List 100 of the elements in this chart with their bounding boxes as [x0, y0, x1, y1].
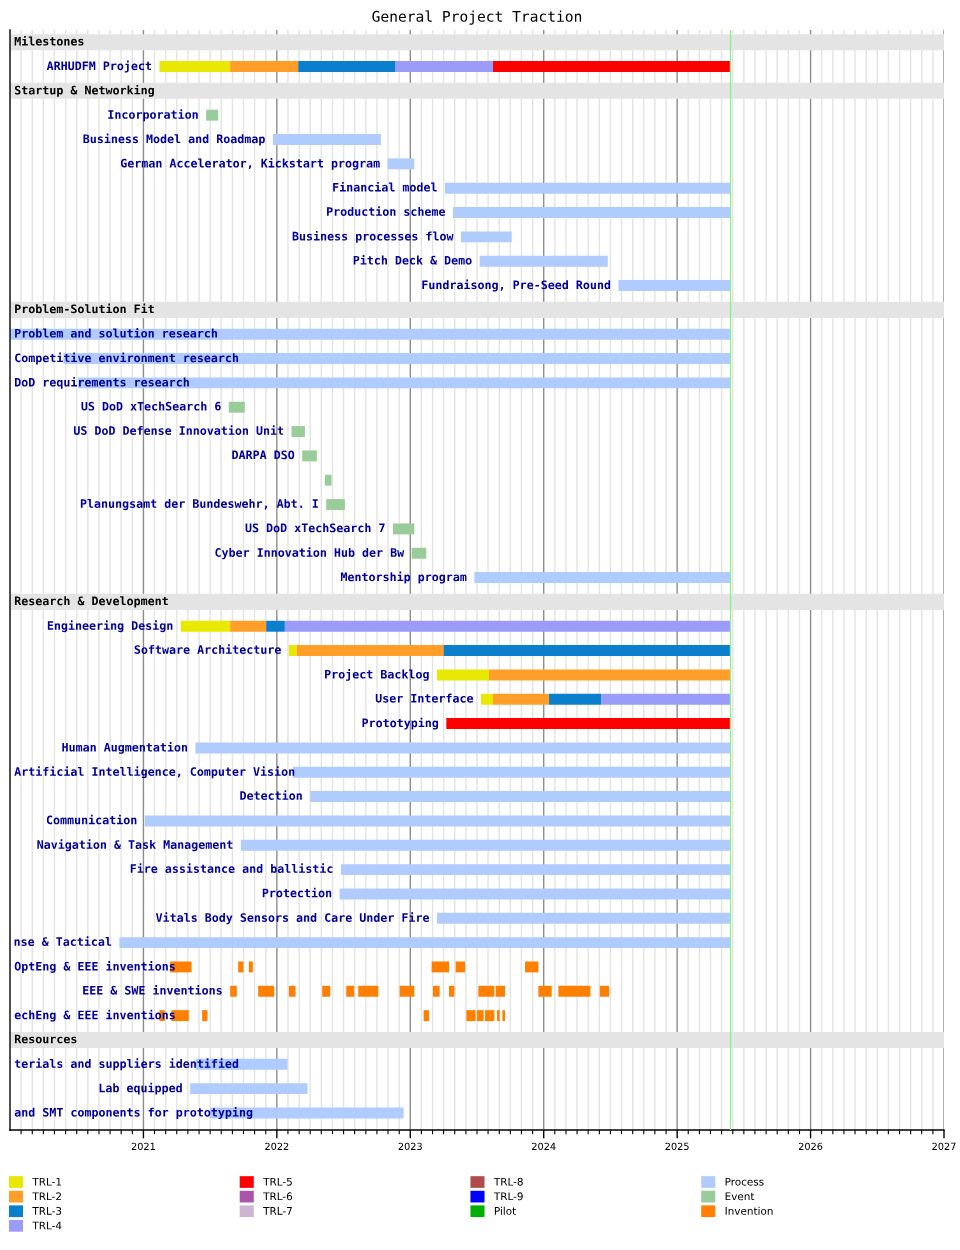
x-tick-label: 2026 — [798, 1142, 823, 1151]
bar — [258, 985, 275, 997]
bar — [190, 1083, 308, 1095]
bar — [119, 937, 731, 949]
bar — [601, 693, 731, 705]
bar — [525, 961, 539, 973]
y-tick-label: DARPA DSO — [232, 450, 295, 460]
legend-label: TRL-4 — [32, 1221, 62, 1230]
y-tick-label: Pitch Deck & Demo — [353, 254, 472, 265]
y-tick-label: Startup & Networking — [14, 84, 154, 97]
y-tick-label: Business processes flow — [292, 230, 454, 243]
bar — [455, 961, 465, 973]
bar — [399, 985, 415, 997]
x-tick-label: 2022 — [265, 1142, 289, 1151]
y-tick-label: Vitals Body Sensors and Care Under Fire — [155, 912, 430, 925]
legend-label: TRL-7 — [263, 1207, 292, 1215]
bar — [444, 182, 731, 194]
y-tick-label: nse & Tactical — [14, 936, 112, 946]
bar — [10, 328, 731, 340]
y-tick-label: US DoD Defense Innovation Unit — [73, 425, 284, 435]
bar — [495, 985, 506, 997]
legend-label: Pilot — [494, 1206, 516, 1215]
bar — [228, 401, 245, 413]
y-tick-label: Financial model — [333, 181, 437, 192]
bar — [411, 547, 427, 559]
bar — [599, 985, 610, 997]
x-tick-label: 2024 — [532, 1142, 556, 1151]
legend-label: TRL-2 — [32, 1192, 61, 1201]
y-tick-label: Production scheme — [327, 206, 446, 216]
bar — [206, 109, 219, 121]
y-tick-label: and SMT components for prototyping — [14, 1107, 253, 1119]
bar — [202, 1010, 208, 1022]
bar — [180, 620, 231, 632]
bar — [423, 1010, 429, 1022]
y-tick-label: Engineering Design — [47, 620, 173, 633]
legend-label: Process — [725, 1177, 764, 1186]
y-tick-label: User Interface — [375, 693, 474, 703]
legend-label: Invention — [725, 1206, 773, 1215]
bar — [284, 620, 731, 632]
bar — [448, 985, 455, 997]
bar — [436, 669, 490, 681]
y-tick-label: Problem-Solution Fit — [15, 303, 154, 314]
y-tick-label: Software Architecture — [134, 644, 281, 654]
x-tick-label: 2027 — [932, 1142, 956, 1151]
y-tick-label: Cyber Innovation Hub der Bw — [215, 547, 405, 560]
y-tick-label: Business Model and Roadmap — [83, 133, 265, 146]
bar — [339, 888, 731, 900]
y-tick-label: Detection — [240, 790, 302, 800]
bar — [446, 718, 731, 730]
bar — [230, 620, 267, 632]
y-tick-label: Project Backlog — [325, 668, 429, 681]
bar — [230, 61, 299, 72]
y-tick-label: Fundraisong, Pre-Seed Round — [422, 279, 611, 292]
legend-label: TRL-1 — [32, 1177, 62, 1186]
y-tick-label: Planungsamt der Bundeswehr, Abt. I — [80, 498, 318, 511]
bar — [195, 742, 731, 754]
legend-label: TRL-8 — [493, 1177, 523, 1186]
y-tick-label: US DoD xTechSearch 6 — [81, 401, 221, 411]
bar — [493, 693, 550, 705]
bar — [322, 985, 331, 997]
bar — [159, 61, 231, 72]
bar — [460, 231, 512, 243]
bar — [392, 523, 415, 535]
bar — [478, 985, 495, 997]
bar — [340, 864, 731, 876]
bar — [452, 207, 731, 218]
legend-label: TRL-9 — [493, 1192, 523, 1201]
bar — [479, 255, 608, 267]
bar — [288, 985, 296, 997]
bar — [481, 693, 494, 705]
bar — [436, 912, 731, 924]
y-tick-label: Incorporation — [108, 109, 198, 122]
bar — [502, 1010, 506, 1022]
x-tick-label: 2023 — [398, 1142, 422, 1151]
legend-label: TRL-5 — [263, 1177, 292, 1186]
y-tick-label: terials and suppliers identified — [14, 1058, 239, 1071]
y-tick-label: Human Augmentation — [62, 741, 188, 754]
legend-label: Event — [725, 1192, 755, 1201]
y-tick-label: Prototyping — [362, 717, 439, 730]
y-tick-label: Navigation & Task Management — [37, 839, 233, 852]
bar — [288, 645, 297, 657]
y-tick-label: German Accelerator, Kickstart program — [120, 157, 380, 170]
bar — [302, 450, 317, 462]
bar — [296, 645, 444, 657]
bar — [238, 961, 244, 973]
bar — [474, 572, 731, 584]
bar — [310, 791, 731, 803]
x-tick-label: 2021 — [131, 1142, 155, 1151]
y-tick-label: Protection — [262, 887, 332, 898]
y-tick-label: Artificial Intelligence, Computer Vision — [14, 766, 295, 779]
y-tick-label: EEE & SWE inventions — [83, 985, 222, 995]
y-tick-label: Communication — [46, 814, 137, 825]
bar — [558, 985, 591, 997]
bar — [538, 985, 552, 997]
bar — [395, 61, 494, 72]
y-tick-label: Mentorship program — [340, 571, 467, 584]
y-tick-label: Fire assistance and ballistic — [130, 863, 333, 873]
y-tick-label: Problem and solution research — [15, 327, 217, 338]
y-tick-label: Resources — [14, 1034, 77, 1044]
bar — [431, 961, 449, 973]
